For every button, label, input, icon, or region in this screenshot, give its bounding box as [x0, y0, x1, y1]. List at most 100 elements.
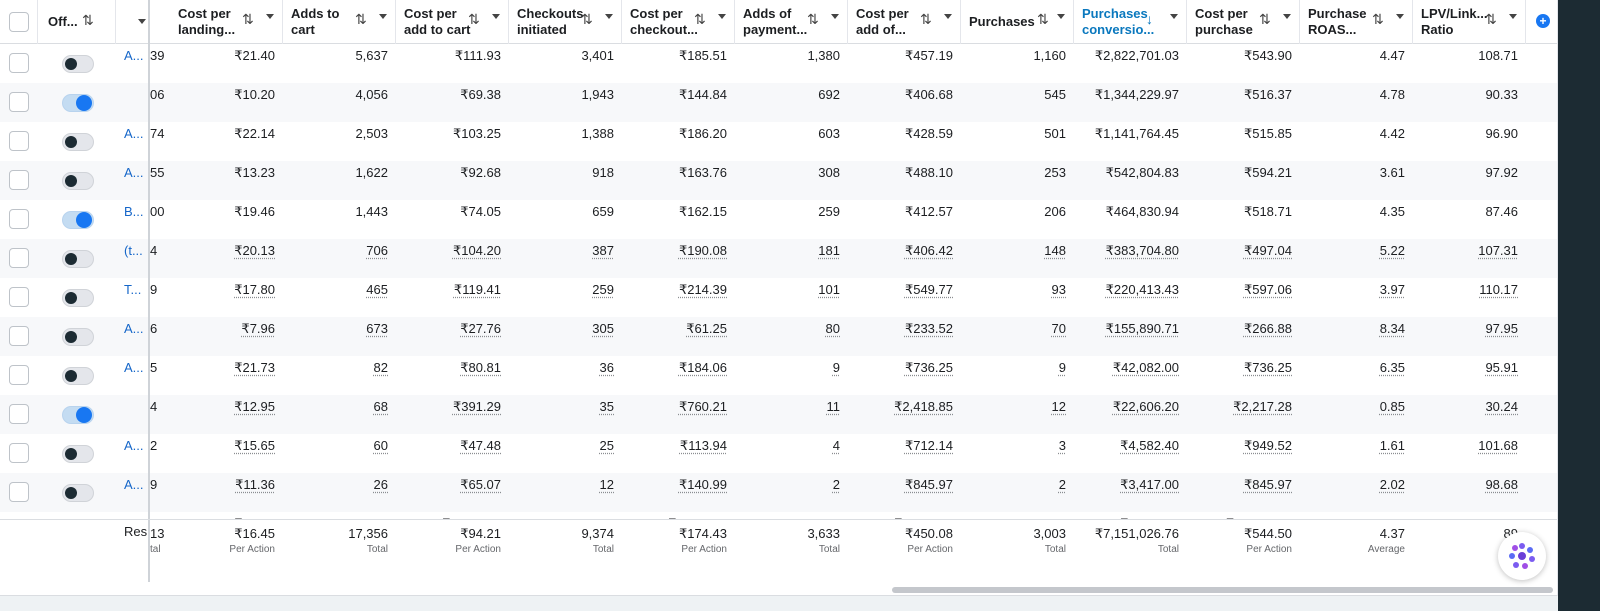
row-name-cell[interactable]: T...: [116, 512, 150, 519]
chevron-down-icon[interactable]: [266, 14, 274, 19]
row-checkbox[interactable]: [9, 92, 29, 112]
cell-ci[interactable]: 36: [599, 360, 614, 375]
cell-aop[interactable]: 80: [825, 321, 840, 336]
cell-pur[interactable]: 1: [1059, 516, 1066, 519]
cell-ci[interactable]: 259: [592, 282, 614, 297]
table-row[interactable]: A... 9 ₹11.36 26 ₹65.07 12 ₹140.99 2 ₹845.97 2 ₹3,…: [0, 473, 1557, 512]
table-row[interactable]: B... 00 ₹19.46 1,443 ₹74.05 659 ₹162.15 259 ₹412…: [0, 200, 1557, 239]
cell-cpc[interactable]: ₹190.08: [678, 243, 727, 258]
cell-cpl[interactable]: ₹20.13: [234, 243, 275, 258]
sort-icon[interactable]: ⇅: [920, 11, 932, 27]
row-status-toggle[interactable]: [62, 289, 94, 307]
cell-pur[interactable]: 2: [1058, 477, 1066, 492]
cell-roas[interactable]: 0.09: [1380, 516, 1405, 519]
row-name-link[interactable]: A...: [124, 126, 144, 141]
cell-pcv[interactable]: ₹22,606.20: [1112, 399, 1179, 414]
cell-cpatc[interactable]: ₹27.76: [460, 321, 501, 336]
cell-aop[interactable]: 181: [818, 243, 840, 258]
select-all-checkbox[interactable]: [9, 12, 29, 32]
header-cpc[interactable]: Cost per checkout... ⇅: [622, 0, 735, 44]
row-name-cell[interactable]: A...: [116, 356, 150, 395]
table-row[interactable]: 4 ₹12.95 68 ₹391.29 35 ₹760.21 11 ₹2,418.85 12 ₹2…: [0, 395, 1557, 434]
chevron-down-icon[interactable]: [1057, 14, 1065, 19]
cell-cpc[interactable]: ₹214.39: [678, 282, 727, 297]
row-checkbox[interactable]: [9, 404, 29, 424]
cell-cpaop[interactable]: ₹7,035.03: [894, 516, 953, 519]
row-name-cell[interactable]: A...: [116, 434, 150, 473]
cell-ci[interactable]: 6: [607, 516, 614, 519]
row-name-cell[interactable]: A...: [116, 473, 150, 512]
cell-lpv[interactable]: 107.31: [1478, 243, 1518, 258]
sort-icon[interactable]: ⇅: [1372, 11, 1384, 27]
cell-roas[interactable]: 5.22: [1379, 243, 1405, 258]
cell-cpaop[interactable]: ₹549.77: [904, 282, 953, 297]
cell-ci[interactable]: 305: [592, 321, 614, 336]
chevron-down-icon[interactable]: [944, 14, 952, 19]
cell-ci[interactable]: 25: [599, 438, 614, 453]
row-checkbox[interactable]: [9, 248, 29, 268]
row-name-link[interactable]: A...: [124, 321, 144, 336]
table-row[interactable]: 06 ₹10.20 4,056 ₹69.38 1,943 ₹144.84 692 ₹406.6…: [0, 83, 1557, 122]
chevron-down-icon[interactable]: [1396, 14, 1404, 19]
table-row[interactable]: A... 2 ₹15.65 60 ₹47.48 25 ₹113.94 4 ₹712.14 3 ₹4,…: [0, 434, 1557, 473]
row-name-cell[interactable]: A...: [116, 44, 150, 83]
cell-pur[interactable]: 93: [1051, 282, 1066, 297]
header-cpatc[interactable]: Cost per add to cart ⇅: [396, 0, 509, 44]
cell-pcv[interactable]: ₹383,704.80: [1105, 243, 1179, 258]
cell-pur[interactable]: 9: [1058, 360, 1066, 375]
row-name-link[interactable]: (t...: [124, 243, 143, 258]
cell-cpc[interactable]: ₹760.21: [678, 399, 727, 414]
row-status-toggle[interactable]: [62, 250, 94, 268]
cell-cpl[interactable]: ₹15.65: [234, 438, 275, 453]
table-row[interactable]: A... 5 ₹21.73 82 ₹80.81 36 ₹184.06 9 ₹736.25 9 ₹42…: [0, 356, 1557, 395]
cell-roas[interactable]: 2.02: [1379, 477, 1405, 492]
row-name-link[interactable]: A...: [124, 438, 144, 453]
cell-cpc[interactable]: ₹3,517.01: [668, 516, 727, 519]
cell-cpaop[interactable]: ₹845.97: [904, 477, 953, 492]
table-row[interactable]: (t... 4 ₹20.13 706 ₹104.20 387 ₹190.08 181 ₹406.…: [0, 239, 1557, 278]
cell-roas[interactable]: 0.85: [1379, 399, 1405, 414]
cell-roas[interactable]: 8.34: [1379, 321, 1405, 336]
chevron-down-icon[interactable]: [831, 14, 839, 19]
cell-aop[interactable]: 11: [826, 399, 841, 414]
row-status-toggle[interactable]: [62, 172, 94, 190]
row-checkbox[interactable]: [9, 287, 29, 307]
cell-aop[interactable]: 9: [832, 360, 840, 375]
cell-lpv[interactable]: 27.16: [1485, 516, 1518, 519]
header-cpp[interactable]: Cost per purchase ⇅: [1187, 0, 1300, 44]
row-name-cell[interactable]: [116, 395, 150, 434]
arrow-down-icon[interactable]: ↓: [1146, 11, 1153, 27]
cell-pcv[interactable]: ₹3,417.00: [1120, 477, 1179, 492]
cell-atc[interactable]: 465: [366, 282, 388, 297]
cell-cpp[interactable]: ₹21,107.48: [1226, 516, 1292, 519]
cell-aop[interactable]: 3: [833, 516, 840, 519]
row-checkbox[interactable]: [9, 443, 29, 463]
table-row[interactable]: T... 9 ₹17.80 465 ₹119.41 259 ₹214.39 101 ₹549.7…: [0, 278, 1557, 317]
cell-cpaop[interactable]: ₹712.14: [904, 438, 953, 453]
cell-lpv[interactable]: 101.68: [1478, 438, 1518, 453]
row-name-cell[interactable]: (t...: [116, 239, 150, 278]
cell-pcv[interactable]: ₹155,890.71: [1105, 321, 1179, 336]
row-name-cell[interactable]: [116, 83, 150, 122]
header-pur[interactable]: Purchases ⇅: [961, 0, 1074, 44]
cell-cpatc[interactable]: ₹119.41: [453, 282, 501, 297]
header-ci[interactable]: Checkouts initiated ⇅: [509, 0, 622, 44]
cell-cpl[interactable]: ₹12.95: [234, 399, 275, 414]
row-status-toggle[interactable]: [62, 328, 94, 346]
chevron-down-icon[interactable]: [492, 14, 500, 19]
cell-ci[interactable]: 387: [592, 243, 614, 258]
chevron-down-icon[interactable]: [138, 19, 146, 24]
cell-aop[interactable]: 2: [832, 477, 840, 492]
cell-atc[interactable]: 706: [366, 243, 388, 258]
cell-cpatc[interactable]: ₹104.20: [452, 243, 501, 258]
cell-cpl[interactable]: ₹7.96: [241, 321, 275, 336]
row-status-toggle[interactable]: [62, 133, 94, 151]
sort-icon[interactable]: ⇅: [242, 11, 254, 27]
table-row[interactable]: A... 6 ₹7.96 673 ₹27.76 305 ₹61.25 80 ₹233.52 70 ₹…: [0, 317, 1557, 356]
row-name-link[interactable]: A...: [124, 165, 144, 180]
cell-lpv[interactable]: 97.95: [1485, 321, 1518, 336]
cell-pcv[interactable]: ₹42,082.00: [1112, 360, 1179, 375]
cell-aop[interactable]: 101: [818, 282, 840, 297]
row-name-cell[interactable]: A...: [116, 317, 150, 356]
header-aop[interactable]: Adds of payment... ⇅: [735, 0, 848, 44]
